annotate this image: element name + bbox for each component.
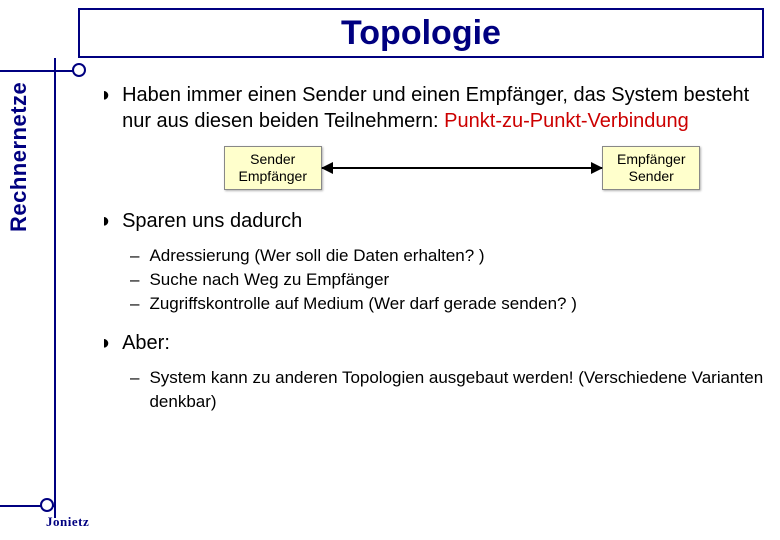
bullet-arrow-icon: ◗	[100, 82, 112, 108]
bullet-1-highlight: Punkt-zu-Punkt-Verbindung	[444, 110, 689, 132]
frame-hline-top	[0, 70, 78, 72]
sub-item: – Adressierung (Wer soll die Daten erhal…	[130, 244, 764, 268]
sub-item: – Suche nach Weg zu Empfänger	[130, 268, 764, 292]
dash-icon: –	[130, 268, 139, 292]
title-box: Topologie	[78, 8, 764, 58]
sub-item: – System kann zu anderen Topologien ausg…	[130, 366, 764, 414]
diagram-arrow	[322, 167, 602, 169]
bullet-2: ◗ Sparen uns dadurch	[100, 208, 764, 234]
diagram: Sender Empfänger Empfänger Sender	[160, 146, 764, 190]
sub-item: – Zugriffskontrolle auf Medium (Wer darf…	[130, 292, 764, 316]
sub1-i1: Adressierung (Wer soll die Daten erhalte…	[149, 244, 484, 268]
footer-author: Jonietz	[46, 514, 89, 530]
sub-list-1: – Adressierung (Wer soll die Daten erhal…	[130, 244, 764, 316]
bullet-2-text: Sparen uns dadurch	[122, 208, 302, 234]
diagram-right-node: Empfänger Sender	[602, 146, 700, 190]
bullet-1-text: Haben immer einen Sender und einen Empfä…	[122, 82, 764, 134]
dash-icon: –	[130, 244, 139, 268]
right-node-line1: Empfänger	[617, 151, 685, 168]
frame-circle-bottom	[40, 498, 54, 512]
bullet-3-text: Aber:	[122, 330, 170, 356]
sub1-i3: Zugriffskontrolle auf Medium (Wer darf g…	[149, 292, 576, 316]
left-node-line2: Empfänger	[239, 168, 307, 185]
sub-list-2: – System kann zu anderen Topologien ausg…	[130, 366, 764, 414]
sub1-i2: Suche nach Weg zu Empfänger	[149, 268, 389, 292]
left-node-line1: Sender	[239, 151, 307, 168]
content-area: ◗ Haben immer einen Sender und einen Emp…	[100, 82, 764, 428]
arrow-head-right-icon	[591, 162, 603, 174]
frame-circle-top	[72, 63, 86, 77]
sub2-i1: System kann zu anderen Topologien ausgeb…	[149, 366, 764, 414]
page-title: Topologie	[341, 14, 501, 53]
bullet-1: ◗ Haben immer einen Sender und einen Emp…	[100, 82, 764, 134]
right-node-line2: Sender	[617, 168, 685, 185]
sidebar-label: Rechnernetze	[6, 82, 32, 232]
diagram-left-node: Sender Empfänger	[224, 146, 322, 190]
bullet-arrow-icon: ◗	[100, 330, 112, 356]
bullet-3: ◗ Aber:	[100, 330, 764, 356]
arrow-head-left-icon	[321, 162, 333, 174]
frame-vline	[54, 58, 56, 518]
bullet-arrow-icon: ◗	[100, 208, 112, 234]
dash-icon: –	[130, 292, 139, 316]
dash-icon: –	[130, 366, 139, 390]
